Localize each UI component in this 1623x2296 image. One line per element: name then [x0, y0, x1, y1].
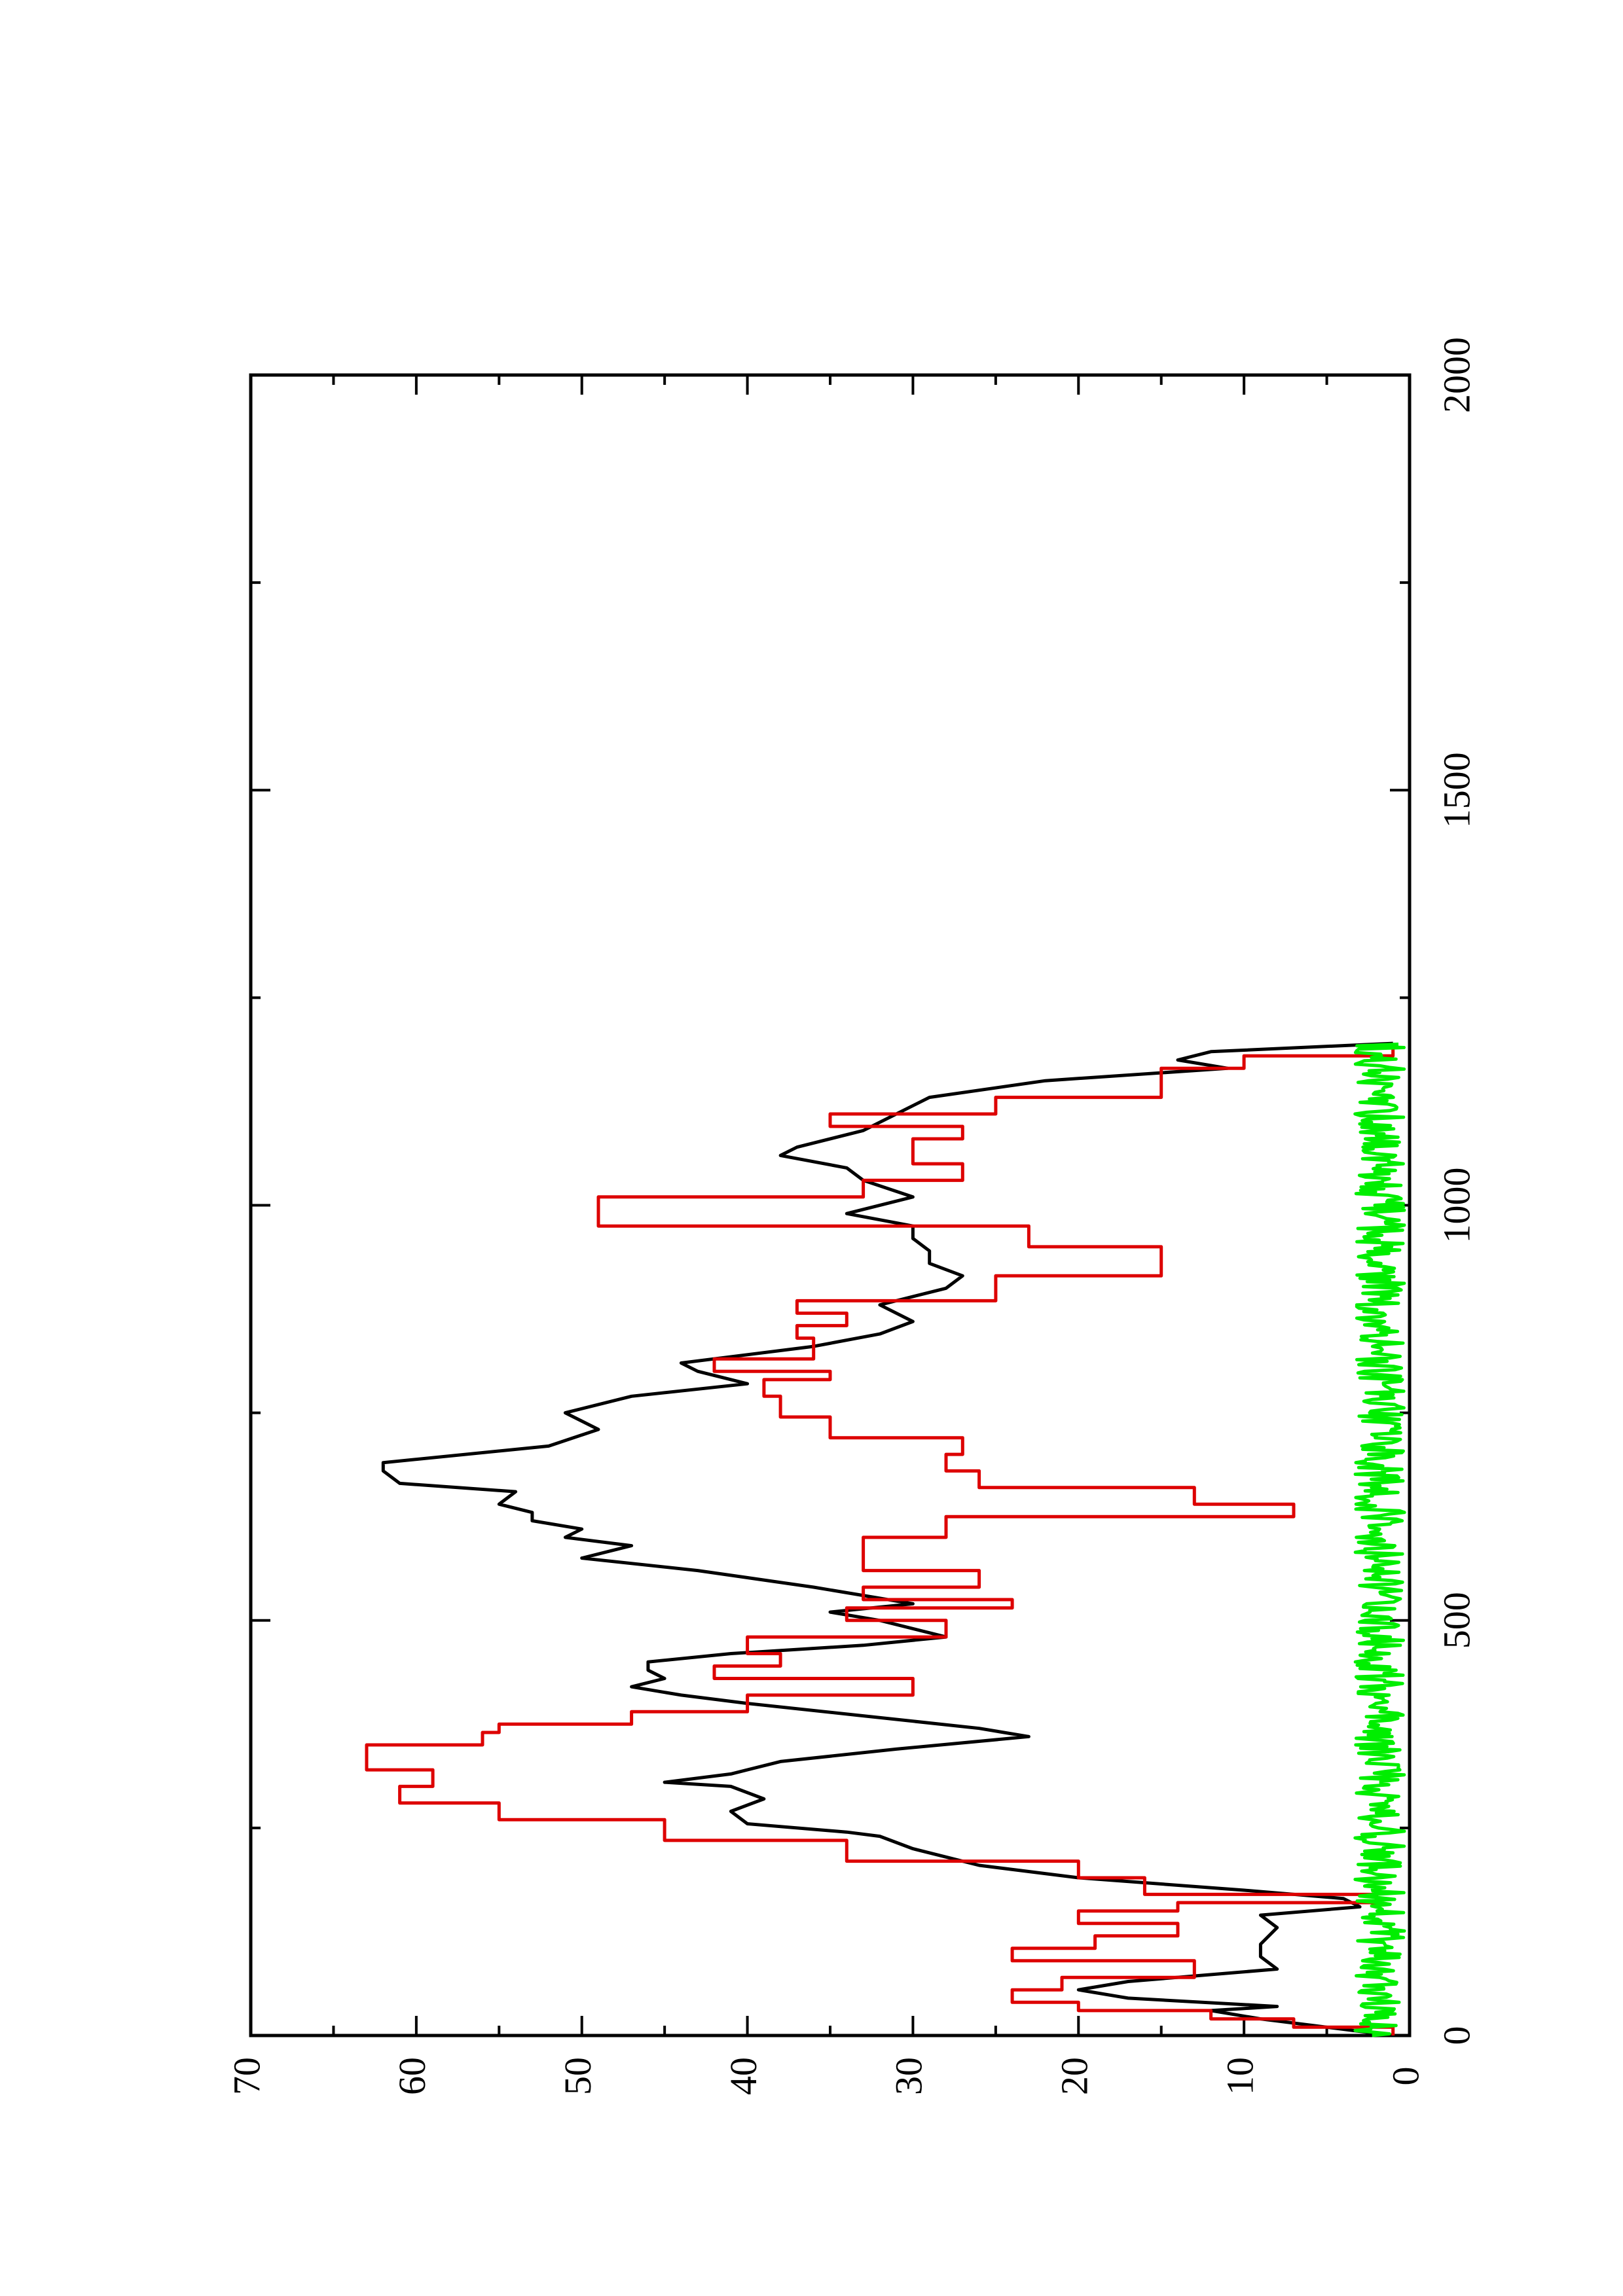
ticks	[249, 374, 1411, 2037]
plot-lines	[365, 1041, 1406, 2037]
y-tick-label: 70	[225, 2057, 268, 2095]
y-tick-label: 40	[722, 2057, 765, 2095]
x-tick-label: 0	[1435, 2026, 1478, 2045]
tick-labels: 0 500 1000 1500 2000 0 10 20 30 40 50 60 70	[225, 337, 1478, 2095]
y-tick-label: 30	[888, 2057, 930, 2095]
y-tick-label: 20	[1053, 2057, 1096, 2095]
x-tick-label: 1000	[1435, 1168, 1478, 1244]
series-line-2	[365, 1043, 1395, 2036]
series-line-3	[1353, 1042, 1406, 2037]
y-tick-label: 0	[1384, 2067, 1427, 2086]
x-tick-label: 500	[1435, 1592, 1478, 1649]
series-line-1	[381, 1041, 1394, 2037]
x-tick-label: 2000	[1435, 337, 1478, 413]
x-tick-label: 1500	[1435, 752, 1478, 828]
y-tick-label: 50	[556, 2057, 599, 2095]
y-tick-label: 10	[1218, 2057, 1261, 2095]
y-tick-label: 60	[391, 2057, 433, 2095]
